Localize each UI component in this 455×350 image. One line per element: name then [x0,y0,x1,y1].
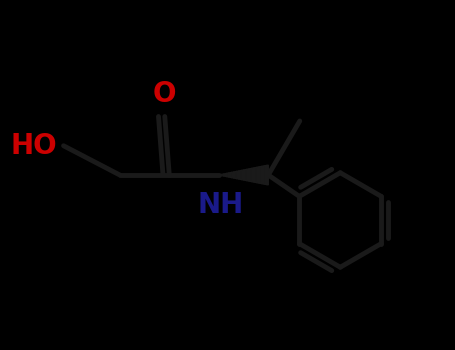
Polygon shape [250,168,252,182]
Polygon shape [255,167,257,183]
Polygon shape [253,168,255,182]
Polygon shape [235,172,237,178]
Text: O: O [153,79,177,107]
Polygon shape [227,173,229,177]
Polygon shape [222,174,224,176]
Polygon shape [247,169,248,181]
Polygon shape [263,166,265,184]
Text: HO: HO [10,132,57,160]
Polygon shape [237,171,238,179]
Polygon shape [258,167,260,183]
Text: NH: NH [198,191,244,219]
Polygon shape [220,174,222,176]
Polygon shape [262,166,263,184]
Polygon shape [229,173,230,177]
Polygon shape [245,169,247,181]
Polygon shape [257,167,258,183]
Polygon shape [230,172,232,178]
Polygon shape [233,172,235,178]
Polygon shape [225,173,227,177]
Polygon shape [260,166,262,184]
Polygon shape [267,165,268,185]
Polygon shape [242,170,243,180]
Polygon shape [252,168,253,182]
Polygon shape [224,174,225,176]
Polygon shape [232,172,233,178]
Polygon shape [248,169,250,181]
Polygon shape [243,170,245,180]
Polygon shape [240,170,242,180]
Polygon shape [238,171,240,179]
Polygon shape [265,166,267,184]
